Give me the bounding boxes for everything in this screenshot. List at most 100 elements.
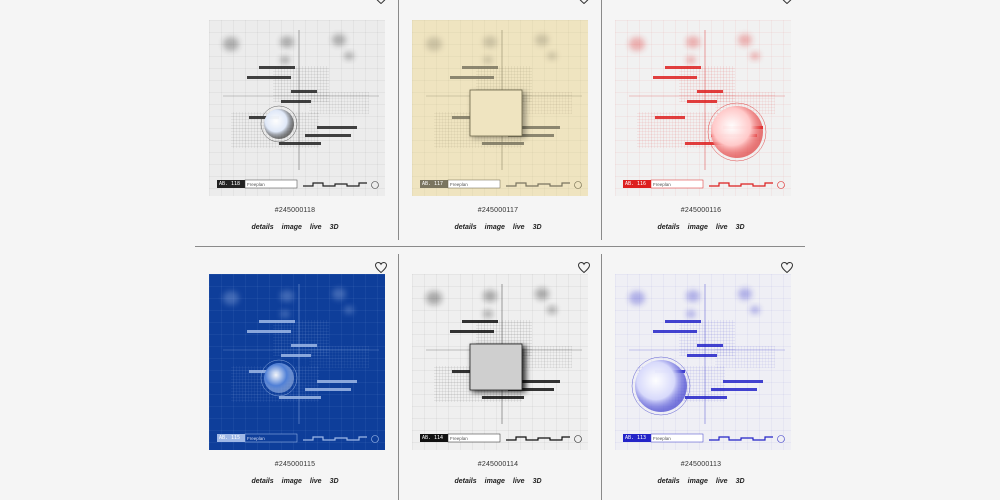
token-id: #245000117 <box>477 207 519 214</box>
artwork-image[interactable]: AB. 117 Freeplan <box>412 20 588 196</box>
bar-shape <box>711 388 757 391</box>
token-id: #245000118 <box>274 207 316 214</box>
heart-icon[interactable] <box>781 262 795 275</box>
bar-shape <box>653 330 697 333</box>
bar-shape <box>687 354 717 357</box>
action-link-live[interactable]: live <box>512 478 525 485</box>
heart-icon[interactable] <box>578 262 592 275</box>
bar-shape <box>305 388 351 391</box>
action-link-3d[interactable]: 3D <box>735 224 745 231</box>
artwork-image[interactable]: AB. 114 Freeplan <box>412 274 588 450</box>
action-link-3d[interactable]: 3D <box>329 478 339 485</box>
artwork-card: AB. 113 Freeplan #245000113 details image liv… <box>601 254 801 499</box>
bar-shape <box>508 134 554 137</box>
action-link-live[interactable]: live <box>512 224 525 231</box>
artwork-card: AB. 115 Freeplan #245000115 details image liv… <box>195 254 395 499</box>
bar-shape <box>305 134 351 137</box>
column-divider <box>398 254 399 500</box>
artwork-code-label: AB. 118 <box>219 181 241 187</box>
heart-icon[interactable] <box>578 0 592 6</box>
blob-shape <box>686 290 700 302</box>
bar-shape <box>247 76 291 79</box>
bar-shape <box>462 320 498 323</box>
column-divider <box>398 0 399 240</box>
artwork-image[interactable]: AB. 115 Freeplan <box>209 274 385 450</box>
orb-shape <box>264 109 294 139</box>
artwork-card: AB. 117 Freeplan #245000117 details image liv… <box>398 0 598 245</box>
artwork-card: AB. 116 Freeplan #245000116 details image liv… <box>601 0 801 245</box>
bar-shape <box>249 370 279 373</box>
action-link-3d[interactable]: 3D <box>532 478 542 485</box>
blob-shape <box>223 37 239 51</box>
bar-shape <box>452 116 482 119</box>
artwork-actions: details image live 3D <box>195 478 395 485</box>
orb-shape <box>264 363 294 393</box>
artwork-card: AB. 114 Freeplan #245000114 details image liv… <box>398 254 598 499</box>
blob-shape <box>426 291 442 305</box>
bar-shape <box>249 116 279 119</box>
blob-shape <box>738 288 752 300</box>
bar-shape <box>279 396 321 399</box>
blob-shape <box>280 56 290 64</box>
bar-shape <box>281 354 311 357</box>
blob-shape <box>547 306 557 314</box>
bar-shape <box>653 76 697 79</box>
action-link-details[interactable]: details <box>657 478 680 485</box>
heart-icon[interactable] <box>375 262 389 275</box>
action-link-live[interactable]: live <box>715 224 728 231</box>
artwork-code-label: AB. 114 <box>422 435 444 441</box>
bar-shape <box>723 380 763 383</box>
artwork-code-label: AB. 115 <box>219 435 241 441</box>
bar-shape <box>482 142 524 145</box>
action-link-details[interactable]: details <box>454 478 477 485</box>
artwork-image[interactable]: AB. 116 Freeplan <box>615 20 791 196</box>
bar-shape <box>450 330 494 333</box>
artwork-name-label: Freeplan <box>247 181 265 187</box>
heart-icon[interactable] <box>375 0 389 6</box>
artwork-image[interactable]: AB. 118 Freeplan <box>209 20 385 196</box>
artwork-card: AB. 118 Freeplan #245000118 details image liv… <box>195 0 395 245</box>
action-link-details[interactable]: details <box>657 224 680 231</box>
artwork-actions: details image live 3D <box>601 478 801 485</box>
column-divider <box>601 254 602 500</box>
action-link-details[interactable]: details <box>251 478 274 485</box>
artwork-name-label: Freeplan <box>653 181 671 187</box>
artwork-name-label: Freeplan <box>450 181 468 187</box>
action-link-live[interactable]: live <box>309 224 322 231</box>
blob-shape <box>332 288 346 300</box>
action-link-live[interactable]: live <box>309 478 322 485</box>
token-id: #245000116 <box>680 207 722 214</box>
action-link-image[interactable]: image <box>281 224 302 231</box>
blob-shape <box>483 56 493 64</box>
bar-shape <box>291 344 317 347</box>
column-divider <box>601 0 602 240</box>
action-link-image[interactable]: image <box>687 224 708 231</box>
bar-shape <box>482 396 524 399</box>
token-id: #245000114 <box>477 461 519 468</box>
artwork-code-label: AB. 116 <box>625 181 647 187</box>
action-link-image[interactable]: image <box>687 478 708 485</box>
action-link-details[interactable]: details <box>251 224 274 231</box>
artwork-image[interactable]: AB. 113 Freeplan <box>615 274 791 450</box>
blob-shape <box>483 290 497 302</box>
action-link-3d[interactable]: 3D <box>735 478 745 485</box>
action-link-image[interactable]: image <box>484 478 505 485</box>
bar-shape <box>450 76 494 79</box>
bar-shape <box>462 66 498 69</box>
action-link-image[interactable]: image <box>484 224 505 231</box>
action-link-details[interactable]: details <box>454 224 477 231</box>
action-link-image[interactable]: image <box>281 478 302 485</box>
bar-shape <box>697 90 723 93</box>
bar-shape <box>291 90 317 93</box>
artwork-actions: details image live 3D <box>195 224 395 231</box>
action-link-3d[interactable]: 3D <box>329 224 339 231</box>
bar-shape <box>317 380 357 383</box>
blob-shape <box>686 310 696 318</box>
row-divider <box>195 246 805 247</box>
action-link-live[interactable]: live <box>715 478 728 485</box>
blob-shape <box>483 310 493 318</box>
action-link-3d[interactable]: 3D <box>532 224 542 231</box>
blob-shape <box>332 34 346 46</box>
heart-icon[interactable] <box>781 0 795 6</box>
blob-shape <box>280 290 294 302</box>
